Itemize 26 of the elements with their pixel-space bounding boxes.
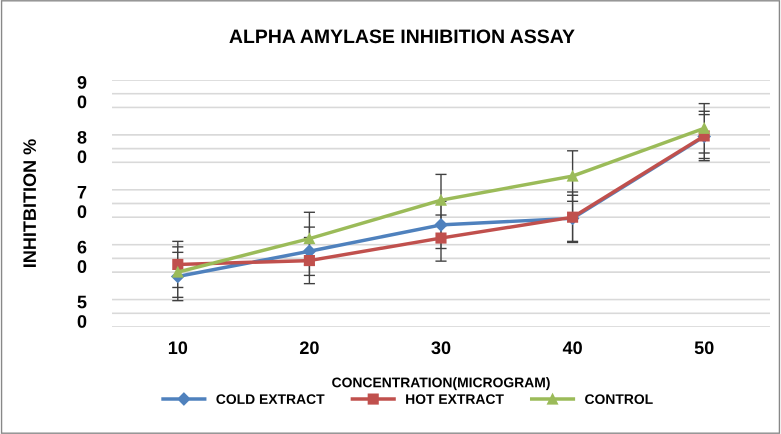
point: [172, 258, 184, 270]
y-tick-label: 8 0: [78, 130, 86, 164]
x-tick-label: 20: [300, 341, 319, 354]
x-tick-label: 30: [431, 341, 450, 354]
y-axis-title: INHITBITION %: [23, 139, 36, 267]
x-axis-title: CONCENTRATION(MICROGRAM): [332, 377, 550, 390]
y-tick-label: 7 0: [78, 186, 86, 218]
chart-title: ALPHA AMYLASE INHIBITION ASSAY: [229, 29, 575, 44]
legend-label: CONTROL: [585, 394, 653, 404]
point: [698, 122, 710, 134]
legend-label: HOT EXTRACT: [406, 394, 504, 404]
point: [304, 255, 315, 266]
point: [435, 232, 447, 244]
point: [435, 194, 447, 206]
point: [304, 233, 315, 244]
point: [434, 218, 448, 232]
x-tick-label: 10: [168, 341, 188, 354]
x-tick-label: 50: [694, 341, 714, 354]
point: [172, 266, 184, 278]
legend-label: COLD EXTRACT: [216, 394, 324, 404]
y-tick-label: 9 0: [78, 76, 86, 108]
point: [567, 212, 578, 223]
point: [567, 170, 578, 182]
y-tick-label: 50: [78, 296, 86, 328]
x-tick-label: 40: [562, 341, 582, 354]
y-tick-label: 6 0: [78, 240, 86, 273]
